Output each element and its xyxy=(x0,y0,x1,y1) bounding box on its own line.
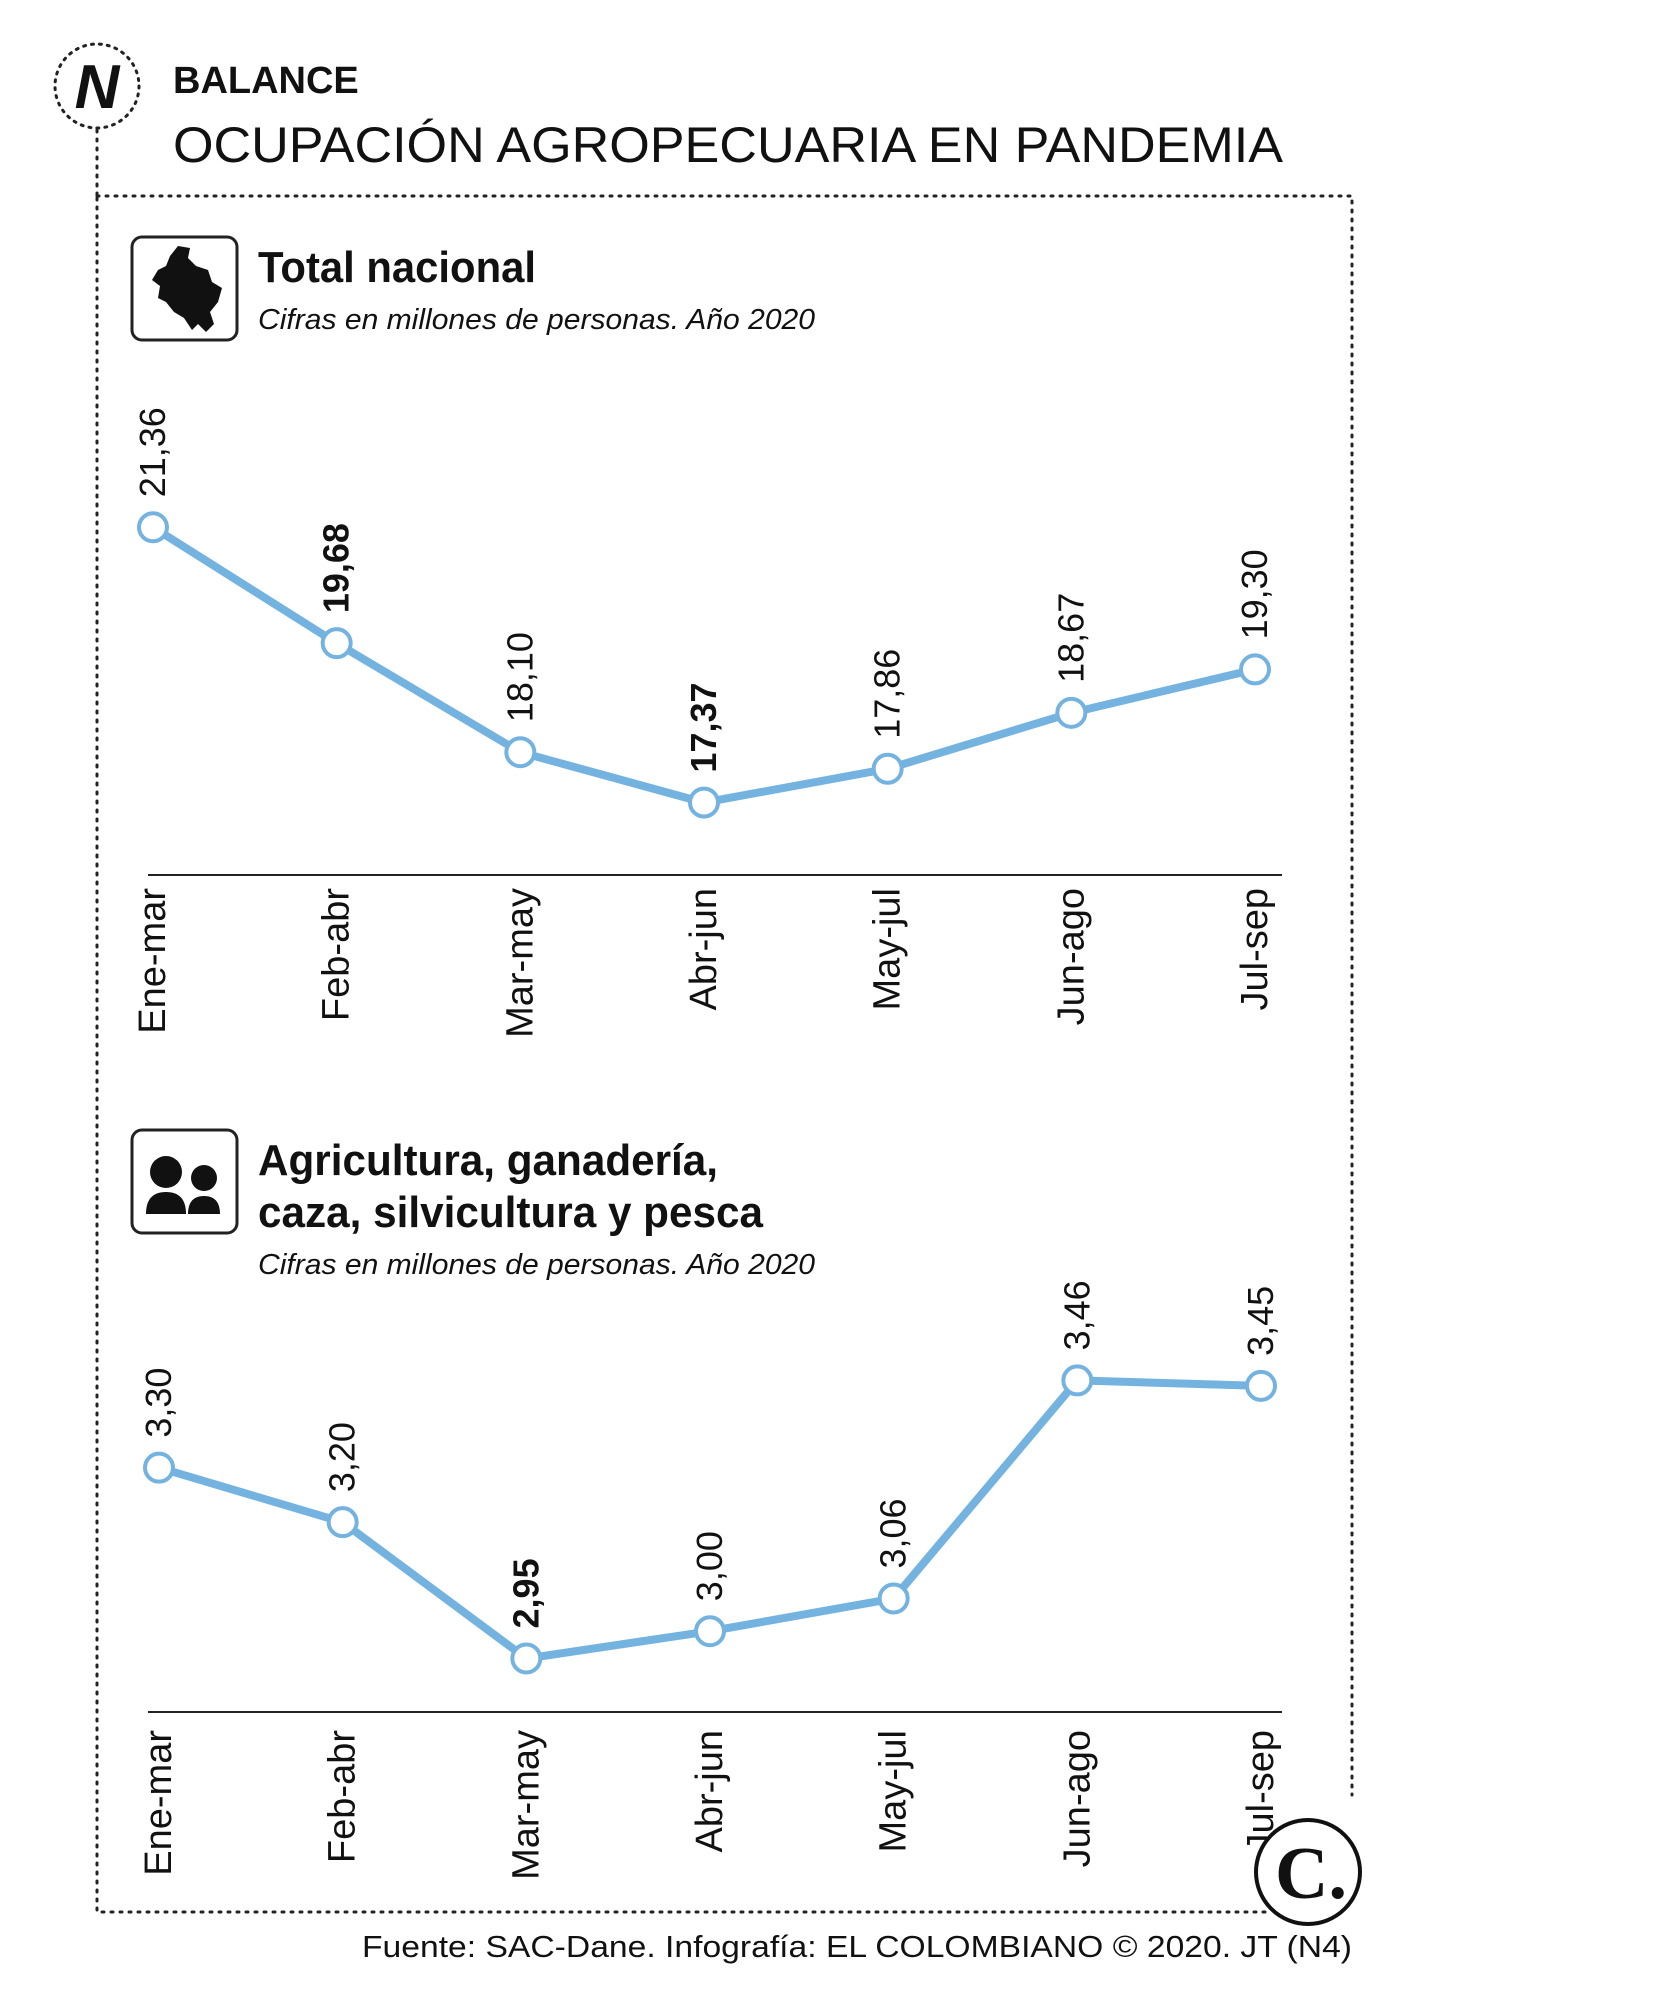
chart-total-nacional: Total nacional Cifras en millones de per… xyxy=(130,235,1282,1038)
data-point xyxy=(137,511,169,544)
data-label: 17,86 xyxy=(867,649,908,739)
data-label: 18,10 xyxy=(499,632,540,722)
chart-2-plot: 3,30 Ene-mar 3,20 Feb-abr 2,95 Mar-may 3,00 Abr… xyxy=(138,1280,1282,1880)
chart-2-icon-box xyxy=(130,1128,239,1235)
data-point xyxy=(1061,1364,1094,1397)
data-label: 18,67 xyxy=(1050,593,1091,683)
data-point xyxy=(1239,653,1271,686)
category-label: Jun-ago xyxy=(1050,888,1092,1025)
logo-badge xyxy=(53,42,141,130)
data-label: 3,46 xyxy=(1056,1280,1097,1350)
data-point xyxy=(326,1506,359,1539)
category-label: Ene-mar xyxy=(138,1730,180,1876)
brand-mark: C. xyxy=(1254,1818,1362,1926)
data-label: 3,06 xyxy=(873,1498,914,1568)
colombia-map-icon xyxy=(152,246,222,332)
category-label: Abr-jun xyxy=(689,1730,731,1853)
data-label: 21,36 xyxy=(132,407,173,497)
category-label: Jun-ago xyxy=(1056,1730,1098,1867)
logo-letter: N xyxy=(75,53,121,122)
data-label: 19,30 xyxy=(1234,549,1275,639)
data-point xyxy=(871,752,904,785)
chart-2-title-line-2: caza, silvicultura y pesca xyxy=(258,1188,764,1237)
category-label: Ene-mar xyxy=(132,888,174,1034)
data-label: 19,68 xyxy=(316,523,357,613)
data-point xyxy=(694,1615,726,1648)
data-point xyxy=(510,1642,543,1675)
category-label: Feb-abr xyxy=(322,1730,364,1863)
category-label: May-jul xyxy=(867,888,909,1010)
data-label: 3,30 xyxy=(138,1368,179,1438)
chart-1-plot: 21,36 Ene-mar 19,68 Feb-abr 18,10 Mar-may 17,3… xyxy=(132,407,1276,1038)
people-icon xyxy=(146,1156,220,1214)
category-label: Abr-jun xyxy=(683,888,725,1011)
header: N BALANCE OCUPACIÓN AGROPECUARIA EN PAND… xyxy=(53,42,1284,198)
data-label: 3,45 xyxy=(1240,1286,1281,1356)
brand-mark-text: C. xyxy=(1275,1833,1347,1915)
category-label: Feb-abr xyxy=(316,888,358,1021)
chart-2-title-line-1: Agricultura, ganadería, xyxy=(258,1136,718,1185)
data-point xyxy=(877,1582,910,1615)
category-label: Jul-sep xyxy=(1234,888,1276,1011)
data-point xyxy=(320,627,353,660)
chart-agricultura: Agricultura, ganadería, caza, silvicultu… xyxy=(130,1128,1282,1880)
header-kicker: BALANCE xyxy=(173,60,359,102)
data-label: 3,20 xyxy=(322,1422,363,1492)
data-label: 17,37 xyxy=(683,682,724,772)
data-point xyxy=(1055,696,1088,729)
data-point xyxy=(504,736,537,769)
category-label: Mar-may xyxy=(499,888,541,1038)
data-point xyxy=(1245,1369,1277,1402)
category-label: Mar-may xyxy=(505,1730,547,1880)
data-label: 3,00 xyxy=(689,1531,730,1601)
chart-1-title: Total nacional xyxy=(258,243,536,292)
brand-mark-circle xyxy=(1254,1818,1362,1926)
dotted-frame xyxy=(95,194,1354,1914)
chart-2-subtitle: Cifras en millones de personas. Año 2020 xyxy=(258,1249,815,1281)
data-point xyxy=(688,786,720,819)
data-label: 2,95 xyxy=(505,1558,546,1628)
header-title: OCUPACIÓN AGROPECUARIA EN PANDEMIA xyxy=(173,117,1284,173)
category-label: May-jul xyxy=(873,1730,915,1852)
footer-source: Fuente: SAC-Dane. Infografía: EL COLOMBI… xyxy=(362,1929,1352,1964)
chart-1-subtitle: Cifras en millones de personas. Año 2020 xyxy=(258,304,815,336)
data-point xyxy=(143,1451,175,1484)
